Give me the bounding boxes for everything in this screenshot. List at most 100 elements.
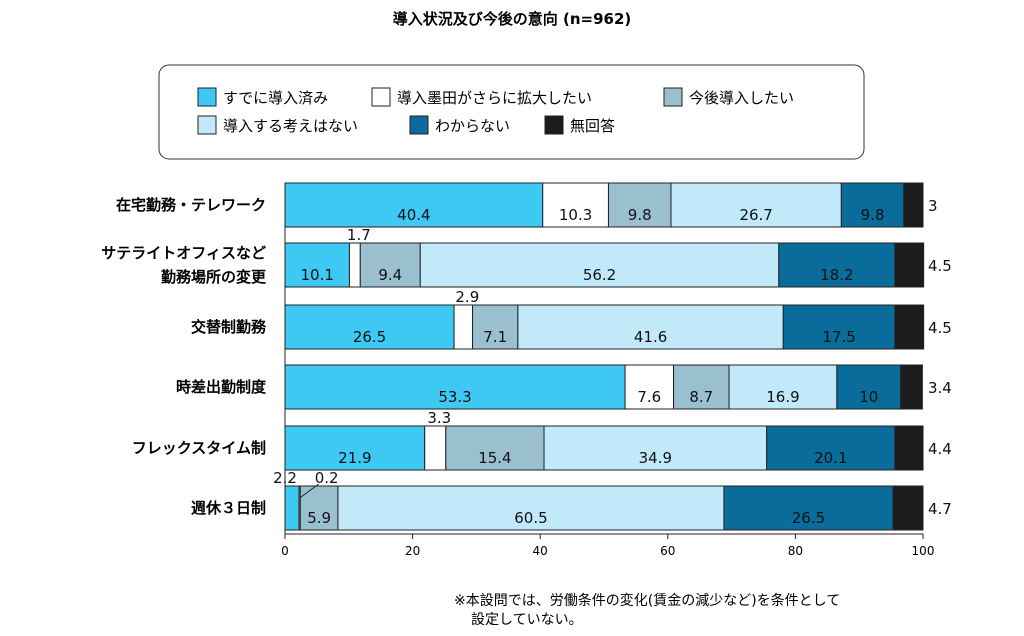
bar-1-4: [778, 242, 896, 288]
bar-3-0: [284, 364, 626, 410]
value-label-0-0: 40.4: [397, 206, 430, 224]
value-label-3-4: 10: [859, 388, 878, 406]
bar-1-3: [419, 242, 780, 288]
bar-1-1: [348, 242, 361, 288]
plot-area: 在宅勤務・テレワーク 40.4 10.3 9.8 26.7 9.8 3 サテライトオフィスなど…: [101, 182, 952, 531]
value-label-5-4: 26.5: [792, 509, 825, 527]
value-label-2-3: 41.6: [634, 328, 667, 346]
bar-5-0: [284, 485, 300, 531]
bar-4-1: [424, 425, 447, 471]
legend-label-0: すでに導入済み: [223, 89, 328, 107]
bar-2-4: [782, 304, 896, 350]
value-label-2-0: 26.5: [353, 328, 386, 346]
bar-5-5: [892, 485, 924, 531]
bar-1-2: [359, 242, 421, 288]
bar-2-1: [453, 304, 474, 350]
bar-0-3: [670, 182, 842, 228]
category-label-3: 時差出勤制度: [176, 378, 267, 396]
value-label-4-3: 34.9: [639, 449, 672, 467]
bar-3-4: [836, 364, 902, 410]
x-tick-label-40: 40: [533, 544, 548, 558]
value-label-1-4: 18.2: [820, 266, 853, 284]
value-label-5-2: 5.9: [307, 509, 331, 527]
x-tick-label-0: 0: [281, 544, 289, 558]
value-label-1-3: 56.2: [583, 266, 616, 284]
bar-0-5: [903, 182, 924, 228]
chart-title: 導入状況及び今後の意向 (n=962): [393, 10, 632, 28]
value-label-3-5: 3.4: [928, 379, 952, 397]
category-label-4: フレックスタイム制: [132, 439, 266, 457]
legend-swatch-0: [197, 87, 217, 107]
bar-4-4: [766, 425, 896, 471]
legend-swatch-2: [663, 87, 683, 107]
legend-label-4: わからない: [435, 117, 510, 135]
category-label-5: 週休３日制: [191, 499, 266, 517]
legend-frame: [158, 64, 865, 160]
value-label-5-3: 60.5: [514, 509, 547, 527]
value-label-1-5: 4.5: [928, 257, 952, 275]
legend-label-3: 導入する考えはない: [223, 117, 358, 135]
bar-2-0: [284, 304, 455, 350]
value-label-3-3: 16.9: [766, 388, 799, 406]
value-label-3-2: 8.7: [689, 388, 713, 406]
bar-5-3: [337, 485, 725, 531]
value-label-0-1: 10.3: [559, 206, 592, 224]
value-label-2-4: 17.5: [822, 328, 855, 346]
bar-4-0: [284, 425, 426, 471]
bar-2-3: [517, 304, 784, 350]
value-label-4-5: 4.4: [928, 440, 952, 458]
value-label-4-4: 20.1: [814, 449, 847, 467]
bar-4-5: [894, 425, 924, 471]
bar-1-5: [894, 242, 925, 288]
bar-5-4: [723, 485, 894, 531]
x-axis: 0 20 40 60 80 100: [281, 183, 934, 558]
value-label-1-2: 9.4: [378, 266, 402, 284]
x-tick-label-80: 80: [788, 544, 803, 558]
value-label-4-2: 15.4: [478, 449, 511, 467]
value-label-0-5: 3: [928, 197, 938, 215]
bar-0-4: [840, 182, 905, 228]
value-label-2-1: 2.9: [455, 288, 479, 306]
legend-swatch-4: [409, 115, 429, 135]
bar-0-1: [542, 182, 609, 228]
value-label-1-1: 1.7: [347, 226, 371, 244]
value-label-5-1: 0.2: [315, 469, 339, 487]
footnote-line-1: 設定していない。: [471, 612, 583, 628]
bar-4-3: [543, 425, 768, 471]
bar-3-3: [728, 364, 838, 410]
x-tick-label-20: 20: [405, 544, 420, 558]
bar-3-5: [900, 364, 923, 410]
bar-4-2: [445, 425, 545, 471]
bar-3-2: [673, 364, 730, 410]
legend-swatch-5: [544, 115, 564, 135]
legend-swatch-3: [197, 115, 217, 135]
category-label-1: サテライトオフィスなど勤務場所の変更: [101, 244, 267, 286]
legend-swatch-1: [371, 87, 391, 107]
legend-label-5: 無回答: [570, 117, 615, 135]
category-label-0: 在宅勤務・テレワーク: [116, 196, 266, 214]
value-label-3-0: 53.3: [438, 388, 471, 406]
bar-2-5: [894, 304, 925, 350]
bar-0-0: [284, 182, 544, 228]
footnote-line-0: ※本設問では、労働条件の変化(賃金の減少など)を条件として: [454, 592, 840, 609]
value-label-2-2: 7.1: [483, 328, 507, 346]
value-label-1-0: 10.1: [301, 266, 334, 284]
value-label-3-1: 7.6: [637, 388, 661, 406]
legend-label-1: 導入墨田がさらに拡大したい: [397, 89, 592, 107]
value-label-5-5: 4.7: [928, 500, 952, 518]
legend-label-2: 今後導入したい: [689, 89, 794, 107]
value-label-4-1: 3.3: [427, 409, 451, 427]
value-label-0-4: 9.8: [861, 206, 885, 224]
x-tick-label-60: 60: [660, 544, 675, 558]
x-tick-label-100: 100: [912, 544, 935, 558]
value-label-4-0: 21.9: [338, 449, 371, 467]
value-label-0-3: 26.7: [739, 206, 772, 224]
leader-line-5-1: [299, 483, 319, 499]
category-label-2: 交替制勤務: [191, 318, 267, 336]
value-label-2-5: 4.5: [928, 319, 952, 337]
bar-0-2: [607, 182, 672, 228]
value-label-0-2: 9.8: [628, 206, 652, 224]
